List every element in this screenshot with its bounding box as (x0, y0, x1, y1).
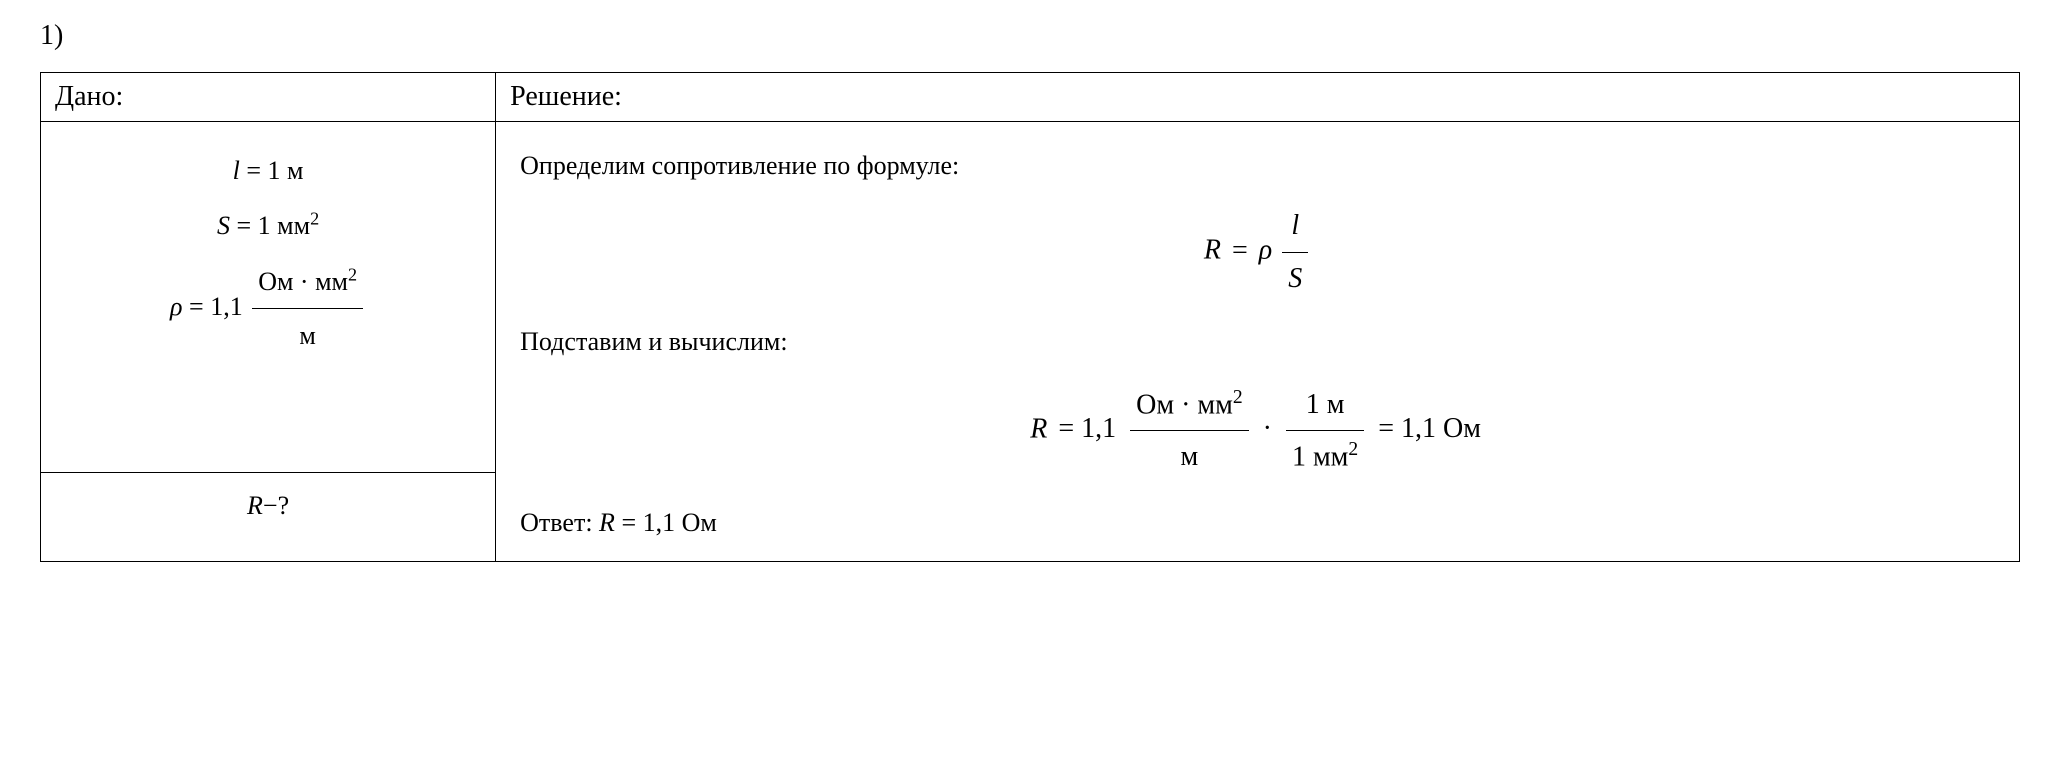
f2-f1-num-exp: 2 (1233, 387, 1243, 408)
solution-table: Дано: Решение: l = 1 м S = 1 мм2 ρ = 1,1 (40, 72, 2020, 562)
rho-frac: Ом · мм2 м (252, 257, 363, 361)
rho-var: ρ (170, 292, 182, 321)
formula2: R = 1,1 Ом · мм2 м · 1 м 1 мм2 (520, 381, 1995, 482)
f2-f2-den-text: 1 мм (1292, 441, 1348, 472)
f1-num: l (1282, 202, 1308, 253)
f2-frac1: Ом · мм2 м (1130, 381, 1249, 482)
solution-content: Определим сопротивление по формуле: R = … (510, 130, 2005, 553)
f2-f1-num-text: Ом · мм (1136, 389, 1233, 420)
formula1: R = ρ l S (520, 202, 1995, 302)
f2-f1-num: Ом · мм2 (1130, 381, 1249, 432)
s-value: = 1 мм (236, 211, 310, 240)
f1-r: R (1204, 235, 1221, 266)
rho-num-exp: 2 (348, 264, 357, 284)
given-cell: l = 1 м S = 1 мм2 ρ = 1,1 Ом · мм2 м (41, 122, 496, 473)
given-s: S = 1 мм2 (61, 201, 475, 250)
f2-frac2: 1 м 1 мм2 (1286, 381, 1364, 482)
f1-rho: ρ (1259, 235, 1272, 266)
f2-eq2: = 1,1 Ом (1378, 413, 1481, 444)
f2-f1-den: м (1130, 431, 1249, 481)
f1-den: S (1282, 253, 1308, 303)
answer-line: Ответ: R = 1,1 Ом (520, 501, 1995, 545)
l-var: l (233, 156, 240, 185)
solution-header-cell: Решение: (496, 73, 2020, 122)
rho-num: Ом · мм2 (252, 257, 363, 309)
f2-mult: · (1263, 413, 1272, 444)
solution-line2: Подставим и вычислим: (520, 320, 1995, 364)
given-content: l = 1 м S = 1 мм2 ρ = 1,1 Ом · мм2 м (55, 130, 481, 377)
given-header-cell: Дано: (41, 73, 496, 122)
solution-cell: Определим сопротивление по формуле: R = … (496, 122, 2020, 562)
given-header: Дано: (55, 81, 123, 112)
find-content: R−? (55, 481, 481, 531)
find-question: −? (263, 491, 289, 520)
answer-value: = 1,1 Ом (621, 508, 716, 537)
find-cell: R−? (41, 473, 496, 562)
f2-f2-den: 1 мм2 (1286, 431, 1364, 481)
rho-den: м (252, 309, 363, 360)
s-var: S (217, 211, 230, 240)
problem-number: 1) (40, 20, 2024, 52)
f1-eq: = (1232, 235, 1248, 266)
f2-f2-num: 1 м (1286, 381, 1364, 432)
find-r: R (247, 491, 263, 520)
answer-label: Ответ: (520, 508, 592, 537)
given-l: l = 1 м (61, 146, 475, 195)
f2-eq1: = 1,1 (1058, 413, 1116, 444)
f2-f2-den-exp: 2 (1348, 439, 1358, 460)
rho-value: = 1,1 (189, 292, 243, 321)
solution-line1: Определим сопротивление по формуле: (520, 144, 1995, 188)
solution-header: Решение: (510, 81, 622, 112)
answer-r: R (599, 508, 615, 537)
s-exp: 2 (310, 209, 319, 229)
rho-num-text: Ом · мм (258, 267, 348, 296)
given-rho: ρ = 1,1 Ом · мм2 м (61, 257, 475, 361)
f1-frac: l S (1282, 202, 1308, 302)
f2-r: R (1030, 413, 1047, 444)
l-value: = 1 м (246, 156, 303, 185)
